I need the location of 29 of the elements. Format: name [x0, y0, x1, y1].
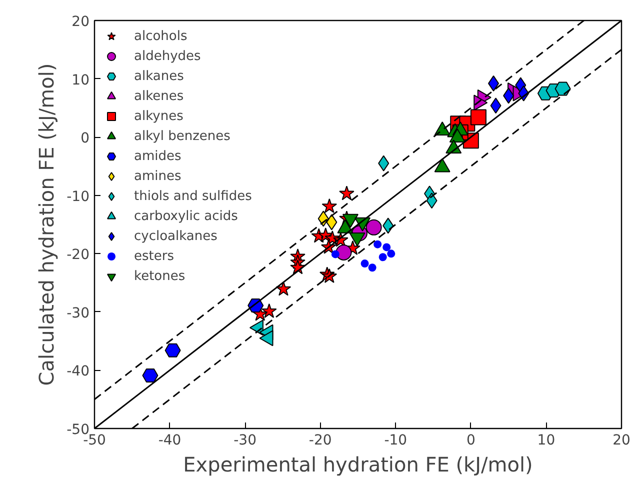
y-tick-label: -10 [66, 188, 90, 205]
x-tick-label: 20 [612, 432, 630, 448]
x-tick-label: -30 [234, 432, 257, 448]
y-tick-label: 20 [72, 14, 90, 30]
legend-label: alcohols [134, 28, 188, 44]
y-tick-label: -40 [66, 364, 90, 380]
legend-label: alkyl benzenes [134, 128, 230, 144]
legend-label: alkanes [134, 68, 184, 84]
legend-label: amines [134, 168, 182, 184]
y-tick-label: 0 [80, 130, 90, 147]
legend-label: thiols and sulfides [134, 188, 252, 204]
y-tick-label: 10 [72, 72, 90, 88]
legend-label: ketones [134, 268, 186, 284]
x-tick-label: -40 [158, 432, 182, 448]
legend-label: amides [134, 148, 182, 164]
legend-label: aldehydes [134, 48, 201, 64]
legend-label: alkenes [134, 88, 184, 104]
y-tick-label: -30 [66, 305, 90, 322]
x-axis-title: Experimental hydration FE (kJ/mol) [183, 452, 533, 476]
y-axis-title: Calculated hydration FE (kJ/mol) [34, 63, 59, 386]
x-tick-label: -10 [384, 432, 408, 448]
legend-label: cycloalkanes [134, 228, 218, 244]
y-tick-label: -20 [66, 247, 90, 264]
legend-label: esters [134, 248, 174, 264]
x-tick-label: 10 [537, 432, 556, 448]
x-tick-label: 0 [466, 432, 476, 448]
legend-label: alkynes [134, 108, 184, 124]
x-tick-label: -20 [308, 432, 332, 448]
legend-label: carboxylic acids [134, 208, 238, 224]
